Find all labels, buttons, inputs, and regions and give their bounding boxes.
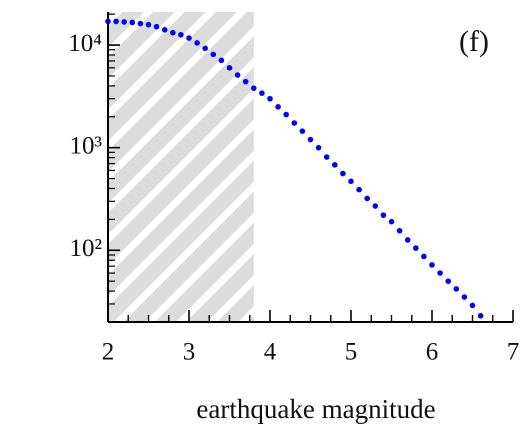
data-point <box>396 227 403 234</box>
data-point <box>186 35 192 41</box>
data-point <box>259 90 265 96</box>
x-axis-label: earthquake magnitude <box>196 394 435 424</box>
data-point <box>332 162 338 168</box>
x-tick-label: 7 <box>507 339 520 366</box>
data-point <box>153 23 160 30</box>
data-point <box>453 286 460 292</box>
data-point <box>323 154 330 160</box>
y-tick-label: 10⁴ <box>68 30 102 57</box>
data-point <box>291 120 298 126</box>
data-point <box>137 20 144 27</box>
data-point <box>364 195 371 202</box>
data-point <box>356 186 362 193</box>
data-point <box>210 51 217 58</box>
x-tick-label: 2 <box>102 339 115 366</box>
data-point <box>234 72 241 78</box>
data-point <box>194 40 200 46</box>
x-tick-label: 6 <box>426 339 439 366</box>
data-point <box>404 237 411 243</box>
data-point <box>315 144 322 151</box>
data-point <box>145 21 152 28</box>
data-point <box>307 136 314 143</box>
data-point <box>275 104 281 110</box>
x-tick-label: 3 <box>183 339 196 366</box>
data-point <box>372 203 379 209</box>
data-point <box>299 128 306 134</box>
data-point <box>226 65 233 71</box>
data-point <box>121 19 127 25</box>
data-point <box>429 262 435 268</box>
data-point <box>129 19 136 26</box>
data-point <box>178 31 184 38</box>
data-point <box>161 26 168 33</box>
data-point <box>348 178 354 185</box>
y-tick-label: 10² <box>70 235 103 262</box>
data-point <box>170 29 176 36</box>
x-tick-label: 4 <box>264 339 277 366</box>
data-point <box>461 294 468 300</box>
data-point <box>388 218 395 225</box>
shaded-region <box>108 12 254 322</box>
data-point <box>283 111 290 118</box>
data-point <box>113 18 119 25</box>
data-point <box>413 245 419 251</box>
data-point <box>251 85 257 91</box>
data-point <box>421 253 427 260</box>
data-point <box>469 302 476 309</box>
annotation: (f) <box>459 25 489 58</box>
data-point <box>380 212 387 218</box>
data-point <box>340 170 346 177</box>
data-point <box>477 312 484 319</box>
x-tick-label: 5 <box>345 339 358 366</box>
y-tick-label: 10³ <box>70 132 103 159</box>
data-point <box>218 57 225 64</box>
data-point <box>445 278 452 284</box>
data-point <box>242 78 249 85</box>
data-point <box>267 95 273 102</box>
data-point <box>202 45 208 52</box>
data-point <box>437 270 443 276</box>
data-point <box>105 18 111 25</box>
